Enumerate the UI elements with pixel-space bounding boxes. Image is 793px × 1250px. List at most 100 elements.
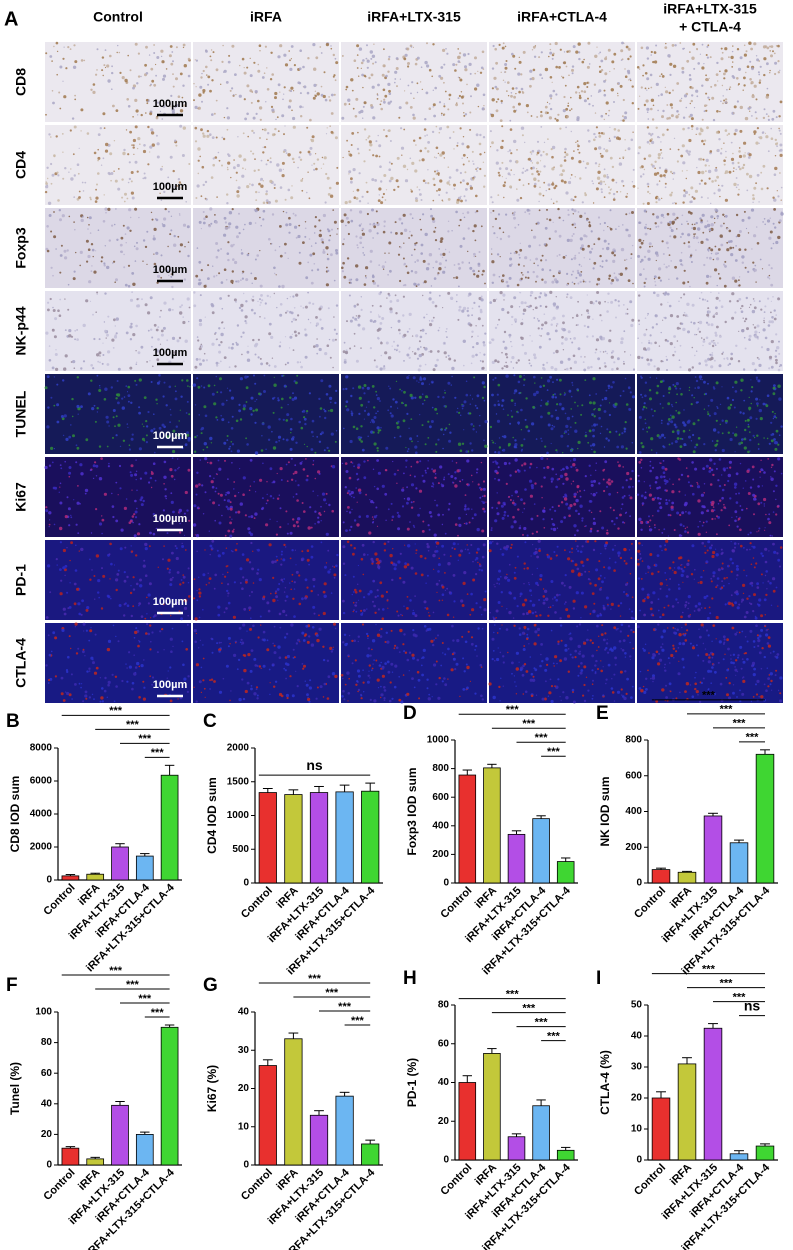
cell xyxy=(95,475,98,477)
cell xyxy=(592,318,594,320)
cell xyxy=(742,317,744,319)
cell xyxy=(406,271,410,275)
cell xyxy=(109,152,113,156)
cell xyxy=(170,492,173,495)
cell xyxy=(242,167,244,170)
cell xyxy=(721,419,724,422)
cell xyxy=(468,160,470,163)
cell xyxy=(230,176,232,179)
cell xyxy=(524,418,527,421)
cell xyxy=(779,364,783,367)
cell xyxy=(47,177,49,180)
cell xyxy=(380,180,383,183)
cell xyxy=(316,268,320,271)
cell xyxy=(528,359,531,361)
cell xyxy=(150,128,154,132)
cell xyxy=(225,491,228,494)
cell xyxy=(170,500,174,504)
cell xyxy=(207,83,210,86)
cell xyxy=(573,360,578,364)
cell xyxy=(546,218,548,220)
cell xyxy=(372,280,375,283)
cell xyxy=(705,238,708,241)
cell xyxy=(650,86,653,89)
cell xyxy=(639,95,641,97)
cell xyxy=(89,469,92,472)
cell xyxy=(546,389,549,391)
cell xyxy=(773,384,776,387)
cell xyxy=(469,72,472,75)
cell xyxy=(692,226,697,231)
cell xyxy=(770,45,774,48)
cell xyxy=(753,326,757,329)
cell xyxy=(395,232,398,235)
cell xyxy=(555,449,558,452)
cell xyxy=(398,328,401,332)
cell xyxy=(275,440,278,444)
cell xyxy=(521,90,524,93)
cell xyxy=(725,421,728,424)
cell xyxy=(274,272,276,275)
cell xyxy=(774,226,777,229)
cell xyxy=(694,446,697,449)
cell xyxy=(258,392,261,396)
cell xyxy=(440,237,444,241)
cell xyxy=(595,300,598,303)
cell xyxy=(262,180,264,182)
cell xyxy=(281,397,284,401)
cell xyxy=(444,90,447,93)
cell xyxy=(719,110,721,113)
micrograph-texture xyxy=(489,374,636,455)
cell xyxy=(369,319,373,323)
cell xyxy=(106,333,109,337)
cell xyxy=(380,354,383,357)
cell xyxy=(775,314,777,316)
cell xyxy=(724,98,728,101)
cell xyxy=(749,303,752,306)
cell xyxy=(748,334,752,338)
cell xyxy=(689,102,691,105)
cell xyxy=(136,304,139,308)
cell xyxy=(193,99,195,102)
cell xyxy=(439,179,443,183)
cell xyxy=(304,333,308,337)
cell xyxy=(773,438,776,441)
cell xyxy=(695,221,698,225)
cell xyxy=(414,244,417,247)
cell xyxy=(514,402,517,405)
cell xyxy=(479,167,482,171)
cell xyxy=(309,146,313,150)
cell xyxy=(326,344,330,348)
cell xyxy=(559,174,561,176)
cell xyxy=(310,448,314,451)
cell xyxy=(259,316,261,318)
cell xyxy=(714,331,717,335)
cell xyxy=(619,272,623,276)
cell xyxy=(768,278,771,280)
cell xyxy=(305,458,307,460)
cell xyxy=(573,337,576,340)
cell xyxy=(241,277,244,280)
cell xyxy=(443,433,445,436)
cell xyxy=(442,270,446,274)
cell xyxy=(356,44,360,48)
cell xyxy=(134,260,137,262)
cell xyxy=(146,263,148,265)
cell xyxy=(743,141,747,145)
cell xyxy=(187,438,191,442)
cell xyxy=(160,276,163,279)
cell xyxy=(302,178,304,180)
cell xyxy=(235,171,238,174)
cell xyxy=(650,54,652,56)
cell xyxy=(534,182,537,186)
cell xyxy=(368,140,372,144)
cell xyxy=(755,182,757,185)
cell xyxy=(292,295,295,298)
cell xyxy=(130,171,134,174)
cell xyxy=(659,403,662,405)
cell xyxy=(726,227,729,230)
cell xyxy=(273,376,275,378)
cell xyxy=(477,270,480,272)
cell xyxy=(547,379,551,383)
cell xyxy=(231,443,235,446)
